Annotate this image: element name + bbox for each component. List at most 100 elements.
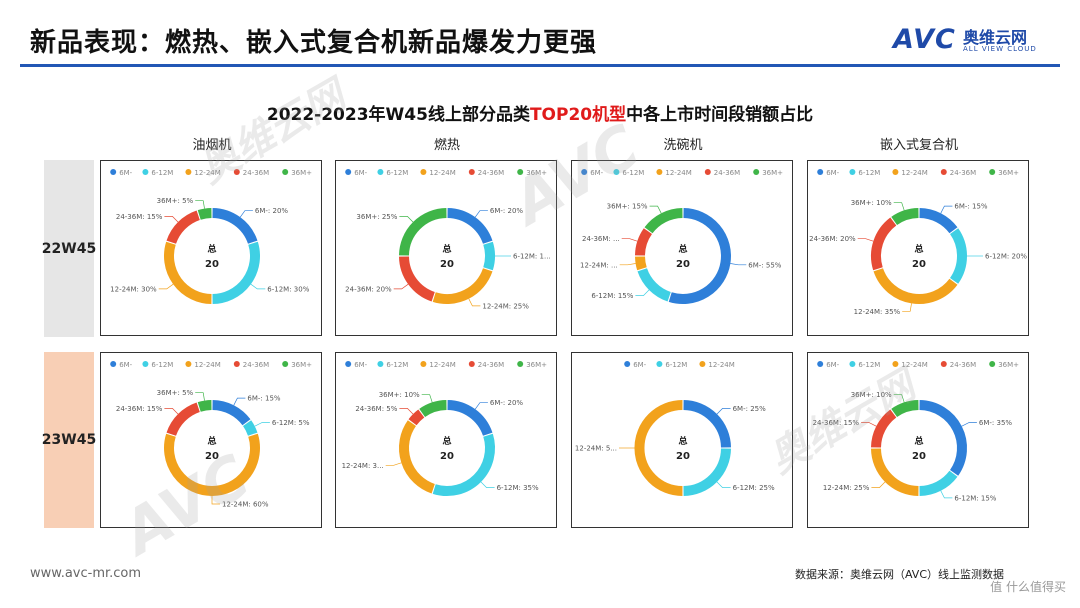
slice-label: 24-36M: 15% — [116, 213, 163, 221]
donut-chart-svg: 6M- 6-12M 12-24M 24-36M 36M+ 6M-: 15% 6-12M: 2… — [809, 169, 1027, 316]
leader-line — [861, 422, 877, 427]
donut-slice — [447, 400, 493, 437]
leader-line — [961, 422, 977, 427]
legend-label: 6-12M — [386, 361, 408, 369]
leader-line — [902, 303, 912, 312]
legend-marker — [989, 169, 996, 175]
legend-label: 12-24M — [429, 169, 455, 177]
logo-cn: 奥维云网 — [963, 28, 1028, 47]
legend-label: 12-24M — [194, 169, 220, 177]
donut-slice — [635, 228, 653, 256]
leader-line — [233, 397, 246, 406]
slice-label: 6M-: 20% — [490, 399, 524, 407]
donut-panel: 6M- 6-12M 12-24M 24-36M 36M+ 6M-: 20% 6-12M: 1… — [335, 160, 557, 336]
logo-en: ALL VIEW CLOUD — [963, 45, 1037, 53]
center-total-value: 20 — [912, 259, 926, 270]
leader-line — [474, 210, 488, 218]
donut-slice — [432, 267, 493, 304]
legend-label: 24-36M — [950, 361, 976, 369]
donut-slice — [447, 208, 493, 245]
legend-marker — [110, 169, 117, 175]
center-total-value: 20 — [205, 451, 219, 462]
legend-label: 12-24M — [194, 361, 220, 369]
slice-label: 12-24M: 60% — [222, 501, 269, 509]
donut-slice — [408, 409, 425, 426]
donut-slice — [212, 208, 258, 245]
slice-label: 6-12M: 35% — [497, 484, 539, 492]
legend-label: 36M+ — [998, 361, 1019, 369]
slice-label: 12-24M: 3... — [342, 462, 384, 470]
donut-slice — [399, 208, 447, 256]
legend-marker — [345, 169, 352, 175]
slice-label: 6M-: 35% — [979, 419, 1013, 427]
donut-slice — [166, 210, 201, 245]
donut-slice — [164, 433, 260, 496]
legend-label: 6M- — [633, 361, 646, 369]
legend-marker — [345, 361, 352, 367]
legend-marker — [468, 169, 475, 175]
slice-label: 36M+: 5% — [157, 197, 194, 205]
legend-label: 6-12M — [151, 361, 173, 369]
legend-label: 6-12M — [386, 169, 408, 177]
donut-slice — [871, 448, 919, 496]
slice-label: 36M+: 5% — [157, 389, 194, 397]
legend-label: 12-24M — [665, 169, 691, 177]
donut-slice — [212, 400, 251, 426]
legend-label: 6-12M — [858, 169, 880, 177]
slice-label: 36M+: 10% — [379, 391, 420, 399]
row-label-22w45: 22W45 — [42, 160, 96, 337]
slice-label: 24-36M: 15% — [116, 405, 163, 413]
donut-chart-svg: 6M- 6-12M 12-24M 24-36M 36M+ 6M-: 55% 6-12M: 1… — [580, 169, 783, 304]
chart-subtitle: 2022-2023年W45线上部分品类TOP20机型中各上市时间段销额占比 — [0, 100, 1080, 125]
center-total-value: 20 — [912, 451, 926, 462]
donut-panel: 6M- 6-12M 12-24M 24-36M 36M+ 6M-: 20% 6-12M: 3… — [335, 352, 557, 528]
slice-label: 12-24M: 25% — [482, 302, 529, 310]
slice-label: 36M+: 15% — [607, 203, 648, 211]
logo-mark: AVC — [893, 24, 956, 55]
column-label-gas-heater: 燃热 — [433, 138, 460, 153]
donut-slice — [635, 256, 647, 271]
leader-line — [871, 481, 886, 488]
slice-label: 24-36M: ... — [582, 235, 620, 243]
legend-marker — [849, 169, 856, 175]
slice-label: 6-12M: 25% — [733, 484, 775, 492]
slice-label: 6M-: 20% — [255, 207, 289, 215]
leader-line — [480, 481, 495, 488]
leader-line — [164, 216, 179, 223]
leader-line — [399, 408, 414, 415]
leader-line — [893, 394, 905, 403]
legend-marker — [468, 361, 475, 367]
legend-label: 24-36M — [478, 361, 504, 369]
leader-line — [730, 263, 747, 266]
legend-label: 36M+ — [762, 169, 783, 177]
legend-label: 6M- — [354, 169, 367, 177]
center-total-label: 总 — [207, 243, 216, 255]
center-total-label: 总 — [207, 435, 216, 447]
legend-label: 6M- — [354, 361, 367, 369]
slice-label: 6-12M: 1... — [513, 253, 551, 261]
legend-marker — [656, 361, 663, 367]
legend-marker — [624, 361, 631, 367]
legend-marker — [817, 361, 824, 367]
donut-slice — [891, 400, 919, 418]
legend-marker — [892, 361, 899, 367]
slice-label: 6-12M: 15% — [591, 292, 633, 300]
donut-slice — [873, 267, 958, 304]
legend-label: 12-24M — [901, 361, 927, 369]
slice-label: 12-24M: 30% — [110, 285, 157, 293]
leader-line — [893, 202, 905, 211]
legend-marker — [989, 361, 996, 367]
legend-label: 6M- — [119, 169, 132, 177]
donut-chart-svg: 6M- 6-12M 12-24M 24-36M 36M+ 6M-: 20% 6-12M: 1… — [345, 169, 551, 310]
slice-label: 12-24M: 25% — [823, 484, 870, 492]
leader-line — [239, 210, 253, 218]
donut-slice — [871, 217, 897, 271]
legend-label: 12-24M — [901, 169, 927, 177]
legend-marker — [142, 169, 149, 175]
legend-label: 36M+ — [998, 169, 1019, 177]
donut-slice — [634, 400, 683, 496]
subtitle-highlight: TOP20机型 — [529, 105, 627, 125]
slice-label: 6M-: 15% — [954, 203, 988, 211]
leader-line — [385, 462, 402, 466]
donut-slice — [891, 208, 919, 226]
